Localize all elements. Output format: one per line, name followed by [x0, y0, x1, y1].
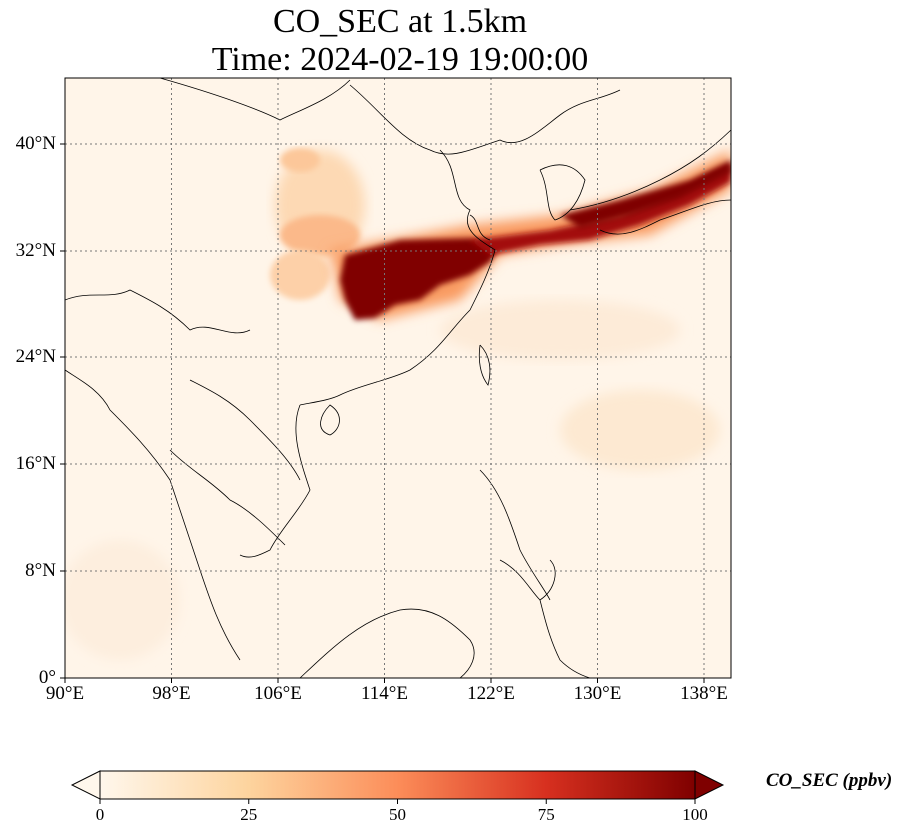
- colorbar-title: CO_SEC (ppbv): [766, 770, 893, 791]
- map-time-subtitle: Time: 2024-02-19 19:00:00: [211, 41, 589, 78]
- colorbar-tick-25: 25: [240, 805, 258, 824]
- lat-label-0: 0°: [38, 667, 56, 688]
- colorbar: [70, 770, 725, 804]
- lat-label-32n: 32°N: [15, 240, 56, 261]
- map-title: CO_SEC at 1.5km: [272, 3, 528, 40]
- lat-label-40n: 40°N: [15, 133, 56, 154]
- colorbar-tick-100: 100: [682, 805, 708, 824]
- colorbar-gradient: [100, 771, 695, 799]
- lat-label-24n: 24°N: [15, 346, 56, 367]
- lon-label-122e: 122°E: [467, 683, 515, 704]
- lon-label-90e: 90°E: [45, 683, 85, 704]
- lat-label-8n: 8°N: [25, 560, 56, 581]
- gridlines: [65, 78, 731, 678]
- lon-label-106e: 106°E: [254, 683, 302, 704]
- colorbar-tick-50: 50: [389, 805, 406, 824]
- colorbar-over-arrow: [694, 770, 725, 800]
- map-background: [65, 78, 731, 678]
- axis-ticks: [60, 143, 705, 683]
- lon-label-130e: 130°E: [573, 683, 622, 704]
- colorbar-tick-75: 75: [537, 805, 555, 824]
- map-frame: [64, 77, 732, 679]
- lon-label-98e: 98°E: [152, 683, 191, 704]
- co-concentration-field: [65, 148, 731, 660]
- lon-label-138e: 138°E: [680, 683, 728, 704]
- lat-label-16n: 16°N: [15, 453, 56, 474]
- colorbar-tick-0: 0: [95, 805, 105, 824]
- lon-label-114e: 114°E: [361, 683, 408, 704]
- colorbar-under-arrow: [70, 770, 101, 800]
